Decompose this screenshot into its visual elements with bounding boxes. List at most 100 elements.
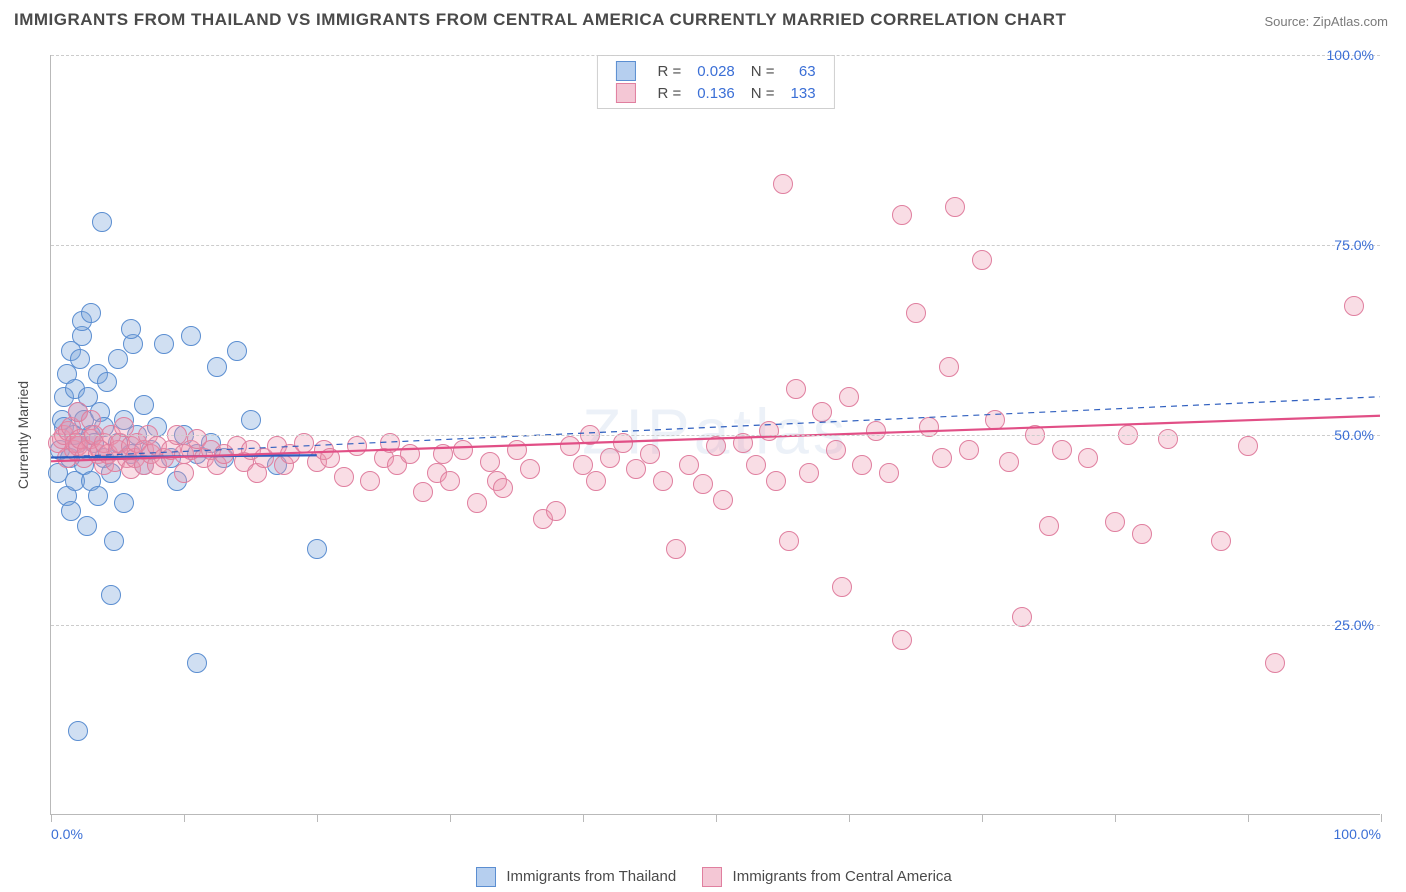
scatter-point [892,205,912,225]
xtick [317,814,318,822]
scatter-point [812,402,832,422]
scatter-point [852,455,872,475]
scatter-point [713,490,733,510]
legend-row-series1: R = 0.028 N = 63 [607,60,823,82]
scatter-point [1105,512,1125,532]
xtick [51,814,52,822]
legend-n-label: N = [743,60,783,82]
scatter-point [70,349,90,369]
gridline [51,625,1380,626]
scatter-point [586,471,606,491]
xtick [1115,814,1116,822]
gridline [51,55,1380,56]
scatter-point [866,421,886,441]
gridline [51,245,1380,246]
scatter-point [154,334,174,354]
scatter-point [207,357,227,377]
xtick [1381,814,1382,822]
legend-swatch-2 [615,83,635,103]
scatter-point [101,585,121,605]
scatter-point [433,444,453,464]
scatter-point [939,357,959,377]
scatter-point [347,436,367,456]
scatter-point [666,539,686,559]
scatter-point [97,372,117,392]
scatter-point [493,478,513,498]
scatter-point [334,467,354,487]
scatter-point [546,501,566,521]
series-2-name: Immigrants from Central America [733,868,952,885]
scatter-point [104,531,124,551]
xtick [1248,814,1249,822]
xtick-label: 0.0% [51,826,83,842]
xtick [982,814,983,822]
scatter-point [653,471,673,491]
scatter-point [61,501,81,521]
scatter-point [560,436,580,456]
scatter-point [114,493,134,513]
scatter-point [507,440,527,460]
scatter-point [360,471,380,491]
scatter-point [999,452,1019,472]
scatter-point [679,455,699,475]
scatter-point [799,463,819,483]
xtick-label: 100.0% [1334,826,1381,842]
scatter-point [1078,448,1098,468]
ytick-label: 75.0% [1334,237,1374,253]
scatter-point [88,486,108,506]
scatter-point [1211,531,1231,551]
gridline [51,435,1380,436]
legend-n-value-1: 63 [783,60,824,82]
ytick-label: 25.0% [1334,617,1374,633]
xtick [450,814,451,822]
scatter-point [746,455,766,475]
scatter-point [520,459,540,479]
scatter-point [779,531,799,551]
scatter-point [1039,516,1059,536]
xtick [716,814,717,822]
scatter-point [1052,440,1072,460]
xtick [849,814,850,822]
legend-r-value-2: 0.136 [689,82,743,104]
xtick [184,814,185,822]
scatter-point [932,448,952,468]
scatter-point [320,448,340,468]
scatter-point [453,440,473,460]
ytick-label: 100.0% [1327,47,1374,63]
scatter-point [77,516,97,536]
scatter-point [174,463,194,483]
scatter-point [81,303,101,323]
scatter-point [839,387,859,407]
bottom-legend: Immigrants from Thailand Immigrants from… [0,867,1406,887]
scatter-point [400,444,420,464]
legend-r-value-1: 0.028 [689,60,743,82]
scatter-point [187,653,207,673]
bottom-swatch-1 [476,867,496,887]
legend-n-label: N = [743,82,783,104]
scatter-point [480,452,500,472]
scatter-point [92,212,112,232]
ytick-label: 50.0% [1334,427,1374,443]
scatter-point [241,410,261,430]
scatter-point [759,421,779,441]
chart-title: IMMIGRANTS FROM THAILAND VS IMMIGRANTS F… [14,10,1066,30]
scatter-point [985,410,1005,430]
scatter-point [879,463,899,483]
scatter-point [1158,429,1178,449]
scatter-point [972,250,992,270]
scatter-point [413,482,433,502]
scatter-point [440,471,460,491]
scatter-point [766,471,786,491]
scatter-point [959,440,979,460]
scatter-point [773,174,793,194]
plot-area: ZIPatlas R = 0.028 N = 63 R = 0.136 N = … [50,55,1380,815]
scatter-point [706,436,726,456]
scatter-point [906,303,926,323]
scatter-point [945,197,965,217]
scatter-point [1344,296,1364,316]
scatter-point [134,395,154,415]
legend-swatch-1 [615,61,635,81]
legend-row-series2: R = 0.136 N = 133 [607,82,823,104]
y-axis-label-wrap: Currently Married [8,55,38,815]
scatter-point [68,721,88,741]
